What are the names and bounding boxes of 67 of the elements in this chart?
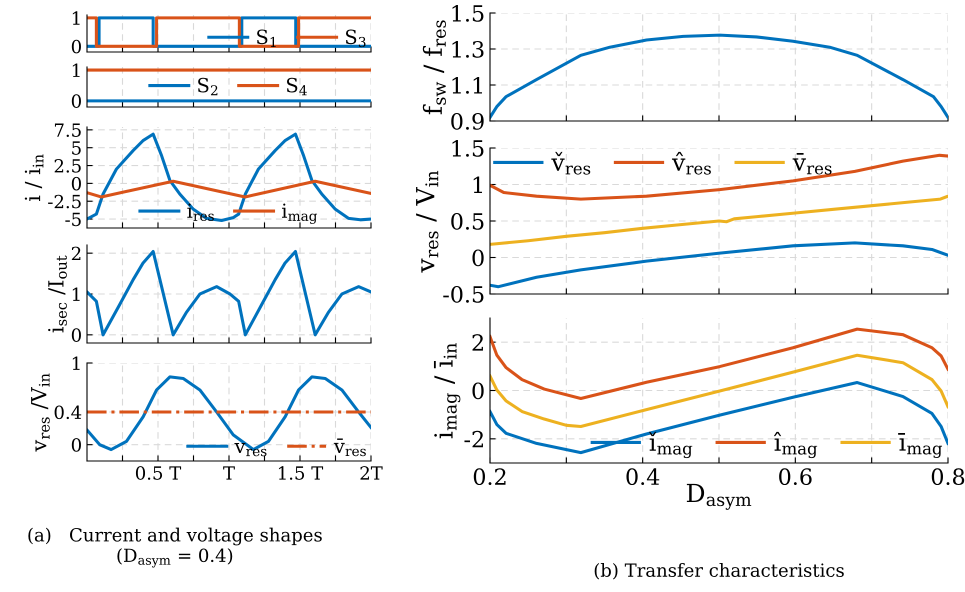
y-axis-title: i$_{sec}$ /I$_{out}$ bbox=[48, 256, 67, 332]
y-tick-label: 1 bbox=[72, 287, 80, 301]
legend-label: v̌$_{res}$ bbox=[551, 152, 590, 175]
y-tick-label: 1 bbox=[72, 11, 80, 25]
y-axis-title: v$_{res}$ / V$_{in}$ bbox=[416, 170, 438, 273]
y-tick-label: 2 bbox=[72, 246, 80, 260]
y-axis-title: i / i$_{in}$ bbox=[24, 154, 44, 202]
legend-label: S$_{4}$ bbox=[287, 78, 307, 96]
x-axis-title: D$_{asym}$ bbox=[686, 484, 752, 510]
x-tick-label: T bbox=[223, 466, 235, 480]
y-tick-label: 0.5 bbox=[451, 212, 484, 230]
legend-label: ī$_{mag}$ bbox=[898, 433, 942, 458]
x-tick-label: 0.6 bbox=[779, 468, 812, 486]
legend-label: S$_{2}$ bbox=[198, 78, 218, 96]
x-tick-label: 2T bbox=[360, 466, 383, 480]
y-tick-label: -0.5 bbox=[443, 286, 484, 303]
y-tick-label: 5 bbox=[72, 141, 81, 155]
text: (b) Transfer characteristics bbox=[594, 563, 844, 580]
x-tick-label: 0.4 bbox=[626, 468, 660, 486]
legend-label: ǐ$_{mag}$ bbox=[648, 432, 692, 458]
legend-label: v$_{res}$ bbox=[234, 442, 267, 456]
y-tick-label: 0 bbox=[72, 176, 81, 191]
y-axis-title: f$_{sw}$ / f$_{res}$ bbox=[422, 20, 446, 114]
y-tick-label: 0 bbox=[72, 40, 81, 54]
y-axis-title: v$_{res}$ /V$_{in}$ bbox=[31, 373, 50, 452]
y-tick-label: 0 bbox=[72, 94, 81, 108]
y-tick-label: 0 bbox=[472, 249, 484, 266]
y-tick-label: -5 bbox=[65, 212, 81, 226]
line-series bbox=[490, 328, 948, 400]
legend-label: î$_{mag}$ bbox=[774, 432, 818, 458]
y-tick-label: 1.5 bbox=[452, 4, 484, 22]
y-tick-label: 1 bbox=[72, 64, 80, 77]
line-series bbox=[490, 354, 948, 428]
y-tick-label: 0 bbox=[72, 328, 81, 342]
y-tick-label: 2 bbox=[472, 334, 483, 351]
line-series bbox=[87, 250, 371, 336]
legend-label: i$_{mag}$ bbox=[282, 204, 318, 224]
line-series bbox=[490, 34, 948, 119]
text: (a) Current and voltage shapes (D$_{asym}$ = 0.4) bbox=[28, 528, 322, 568]
x-tick-label: 0.8 bbox=[932, 468, 964, 486]
line-series bbox=[87, 132, 371, 222]
line-series bbox=[490, 154, 948, 201]
y-tick-label: 0.4 bbox=[54, 405, 82, 420]
legend-label: S$_{3}$ bbox=[346, 29, 366, 48]
y-tick-label: 0.9 bbox=[451, 112, 484, 130]
y-tick-label: 1 bbox=[474, 176, 482, 193]
legend-label: v̄$_{res}$ bbox=[334, 438, 366, 456]
y-tick-label: 0 bbox=[72, 438, 81, 452]
y-tick-label: 7.5 bbox=[54, 124, 81, 137]
y-tick-label: 1.3 bbox=[452, 40, 484, 58]
line-series bbox=[87, 180, 371, 198]
y-tick-label: 1.1 bbox=[452, 76, 482, 94]
x-tick-label: 1.5 T bbox=[278, 466, 324, 480]
y-tick-label: -2.5 bbox=[48, 194, 81, 208]
line-series bbox=[490, 241, 948, 288]
y-tick-label: 1 bbox=[72, 356, 80, 370]
x-tick-label: 0.5 T bbox=[136, 466, 182, 480]
y-tick-label: -2 bbox=[464, 430, 483, 448]
legend-label: v̂$_{res}$ bbox=[672, 152, 711, 175]
y-tick-label: 2.5 bbox=[54, 159, 81, 173]
x-tick-label: 0.2 bbox=[474, 468, 506, 486]
legend-label: S$_{1}$ bbox=[257, 29, 276, 47]
legend-label: v̄$_{res}$ bbox=[792, 153, 832, 175]
line-series bbox=[490, 194, 948, 246]
y-tick-label: 0 bbox=[472, 382, 484, 400]
y-tick-label: 1.5 bbox=[452, 140, 484, 157]
y-axis-title: i$_{mag}$ / ī$_{in}$ bbox=[434, 343, 460, 438]
